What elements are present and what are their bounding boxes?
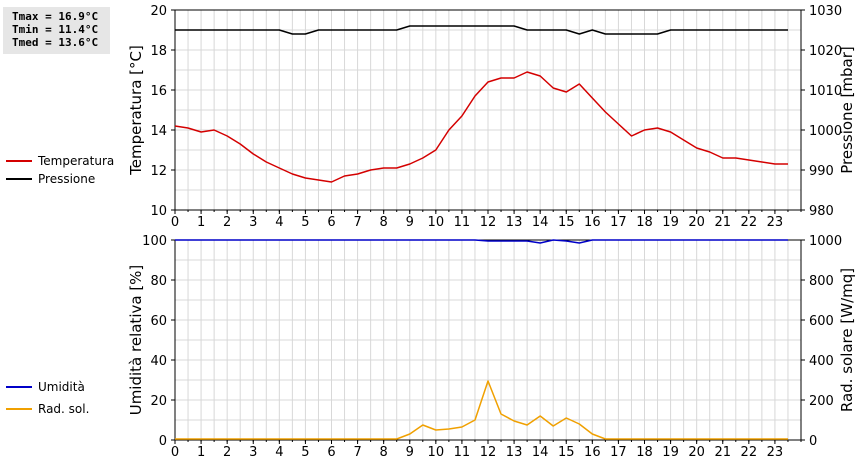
- top-x-tick-label: 17: [610, 215, 627, 230]
- bottom-x-tick-label: 9: [406, 445, 414, 460]
- bottom-x-tick-label: 1: [197, 445, 205, 460]
- humidity-swatch: [6, 386, 32, 388]
- top-y-tick-label: 10: [150, 204, 167, 219]
- tmin-text: Tmin = 11.4°C: [12, 23, 99, 36]
- bottom-y-tick-label: 0: [159, 434, 167, 449]
- bottom-x-tick-label: 13: [506, 445, 523, 460]
- legend-item-radiation: Rad. sol.: [6, 400, 89, 418]
- bottom-x-tick-label: 8: [380, 445, 388, 460]
- bottom-y-tick-label: 20: [150, 394, 167, 409]
- bottom-y-tick-label: 80: [150, 274, 167, 289]
- top-x-tick-label: 5: [301, 215, 309, 230]
- stats-box: Tmax = 16.9°C Tmin = 11.4°C Tmed = 13.6°…: [3, 7, 110, 54]
- bottom-x-tick-label: 15: [558, 445, 575, 460]
- bottom-y2-tick-label: 400: [809, 354, 834, 369]
- top-x-tick-label: 8: [380, 215, 388, 230]
- series-line-temperatura: [174, 71, 788, 183]
- bottom-y2-tick-label: 200: [809, 394, 834, 409]
- top-y-tick-label: 12: [150, 164, 167, 179]
- top-x-tick-label: 9: [406, 215, 414, 230]
- top-y-tick-label: 14: [150, 124, 167, 139]
- top-x-tick-label: 1: [197, 215, 205, 230]
- top-x-tick-label: 19: [662, 215, 679, 230]
- legend-bottom: Umidità Rad. sol.: [6, 378, 89, 418]
- top-x-tick-label: 23: [767, 215, 784, 230]
- top-ylabel-right: Pressione [mbar]: [838, 46, 856, 174]
- top-y2-tick-label: 1000: [809, 124, 842, 139]
- top-y-tick-label: 16: [150, 84, 167, 99]
- tmed-text: Tmed = 13.6°C: [12, 36, 99, 49]
- legend-item-humidity: Umidità: [6, 378, 89, 396]
- top-y2-tick-label: 990: [809, 164, 834, 179]
- bottom-x-tick-label: 14: [532, 445, 549, 460]
- top-x-tick-label: 20: [688, 215, 705, 230]
- bottom-x-tick-label: 22: [741, 445, 758, 460]
- bottom-y-tick-label: 100: [142, 234, 167, 249]
- bottom-ylabel-right: Rad. solare [W/mq]: [838, 268, 856, 412]
- top-x-tick-label: 18: [636, 215, 653, 230]
- bottom-y-tick-label: 60: [150, 314, 167, 329]
- top-x-tick-label: 3: [249, 215, 257, 230]
- series-line-pressione: [175, 25, 788, 35]
- top-y-tick-label: 18: [150, 44, 167, 59]
- bottom-x-tick-label: 10: [428, 445, 445, 460]
- top-x-tick-label: 13: [506, 215, 523, 230]
- legend-label-humidity: Umidità: [38, 380, 85, 394]
- bottom-x-tick-label: 6: [327, 445, 335, 460]
- bottom-y2-tick-label: 1000: [809, 234, 842, 249]
- bottom-y2-tick-label: 0: [809, 434, 817, 449]
- bottom-x-tick-label: 11: [454, 445, 471, 460]
- series-line-umidit: [175, 239, 788, 244]
- top-x-tick-label: 11: [454, 215, 471, 230]
- legend-item-pressure: Pressione: [6, 170, 114, 188]
- top-ylabel-left: Temperatura [°C]: [127, 45, 145, 176]
- bottom-x-tick-label: 7: [353, 445, 361, 460]
- top-x-tick-label: 16: [584, 215, 601, 230]
- bottom-ylabel-left: Umidità relativa [%]: [127, 265, 145, 416]
- top-y2-tick-label: 1020: [809, 44, 842, 59]
- bottom-x-tick-label: 19: [662, 445, 679, 460]
- bottom-x-tick-label: 17: [610, 445, 627, 460]
- top-y2-tick-label: 980: [809, 204, 834, 219]
- tmax-text: Tmax = 16.9°C: [12, 10, 99, 23]
- bottom-x-tick-label: 2: [223, 445, 231, 460]
- top-x-tick-label: 6: [327, 215, 335, 230]
- legend-label-pressure: Pressione: [38, 172, 96, 186]
- top-x-tick-label: 10: [428, 215, 445, 230]
- bottom-x-tick-label: 12: [480, 445, 497, 460]
- bottom-x-tick-label: 5: [301, 445, 309, 460]
- legend-top: Temperatura Pressione: [6, 152, 114, 188]
- bottom-x-tick-label: 3: [249, 445, 257, 460]
- top-x-tick-label: 7: [353, 215, 361, 230]
- top-x-tick-label: 15: [558, 215, 575, 230]
- top-x-tick-label: 22: [741, 215, 758, 230]
- pressure-swatch: [6, 178, 32, 180]
- radiation-swatch: [6, 408, 32, 410]
- bottom-y2-tick-label: 800: [809, 274, 834, 289]
- bottom-y-tick-label: 40: [150, 354, 167, 369]
- top-x-tick-label: 4: [275, 215, 283, 230]
- temperature-swatch: [6, 160, 32, 162]
- top-y-tick-label: 20: [150, 4, 167, 19]
- bottom-x-tick-label: 18: [636, 445, 653, 460]
- bottom-x-tick-label: 4: [275, 445, 283, 460]
- bottom-x-tick-label: 21: [714, 445, 731, 460]
- legend-label-radiation: Rad. sol.: [38, 402, 90, 416]
- bottom-x-tick-label: 16: [584, 445, 601, 460]
- top-y2-tick-label: 1010: [809, 84, 842, 99]
- bottom-x-tick-label: 0: [171, 445, 179, 460]
- top-x-tick-label: 2: [223, 215, 231, 230]
- series-line-rad-sol: [175, 380, 788, 440]
- top-x-tick-label: 21: [714, 215, 731, 230]
- top-x-tick-label: 12: [480, 215, 497, 230]
- bottom-x-tick-label: 23: [767, 445, 784, 460]
- top-x-tick-label: 14: [532, 215, 549, 230]
- top-y2-tick-label: 1030: [809, 4, 842, 19]
- legend-label-temperature: Temperatura: [38, 154, 115, 168]
- legend-item-temperature: Temperatura: [6, 152, 114, 170]
- top-x-tick-label: 0: [171, 215, 179, 230]
- bottom-y2-tick-label: 600: [809, 314, 834, 329]
- bottom-x-tick-label: 20: [688, 445, 705, 460]
